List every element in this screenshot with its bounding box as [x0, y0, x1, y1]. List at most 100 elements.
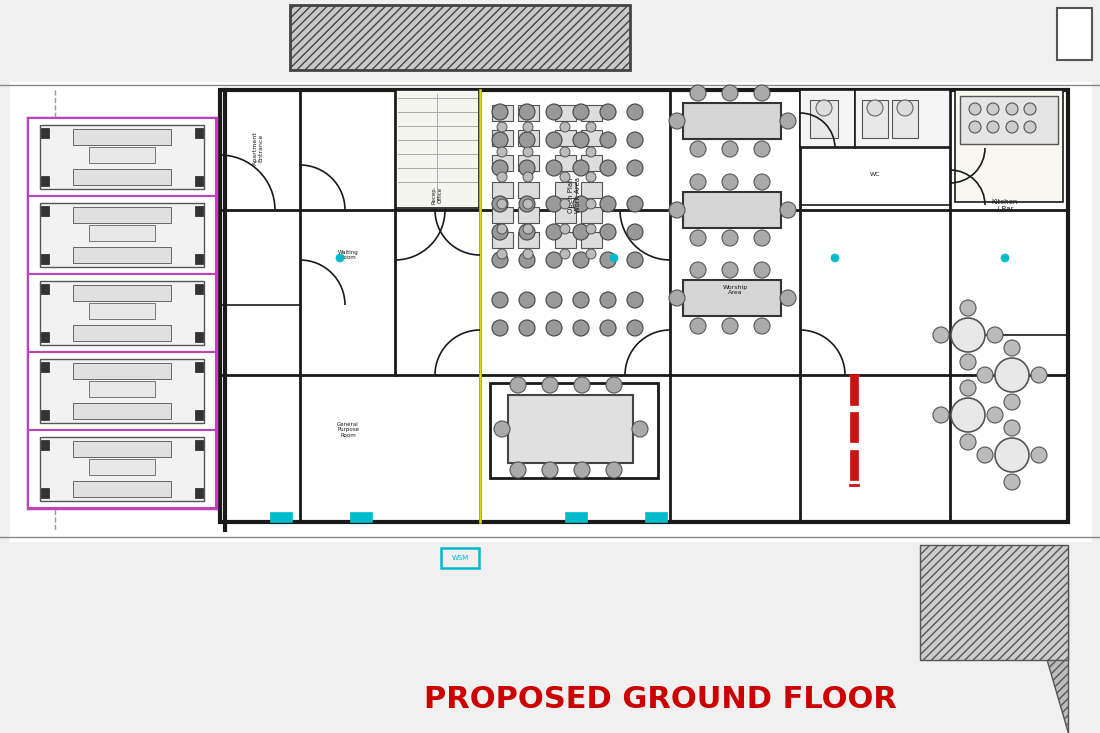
Bar — [810, 100, 838, 138]
Circle shape — [519, 160, 535, 176]
Circle shape — [573, 132, 588, 148]
Circle shape — [573, 160, 588, 176]
Text: WSM: WSM — [451, 555, 469, 561]
Bar — [683, 192, 781, 228]
Bar — [1057, 8, 1092, 60]
Circle shape — [492, 224, 508, 240]
Bar — [556, 105, 576, 121]
Circle shape — [586, 147, 596, 157]
Bar — [73, 129, 172, 145]
Circle shape — [632, 421, 648, 437]
Bar — [28, 118, 216, 196]
Circle shape — [977, 367, 993, 383]
Circle shape — [610, 254, 618, 262]
Circle shape — [492, 132, 508, 148]
Circle shape — [573, 292, 588, 308]
Circle shape — [830, 254, 839, 262]
Circle shape — [560, 147, 570, 157]
Bar — [518, 155, 539, 171]
Bar — [960, 96, 1058, 144]
Polygon shape — [1022, 575, 1068, 733]
Bar — [855, 90, 950, 147]
Circle shape — [560, 122, 570, 132]
Circle shape — [754, 85, 770, 101]
Circle shape — [573, 196, 588, 212]
Circle shape — [690, 230, 706, 246]
Circle shape — [1024, 103, 1036, 115]
Circle shape — [754, 318, 770, 334]
Bar — [40, 203, 204, 267]
Circle shape — [519, 132, 535, 148]
Bar — [556, 182, 576, 198]
Circle shape — [627, 160, 644, 176]
Circle shape — [600, 320, 616, 336]
Circle shape — [600, 224, 616, 240]
Bar — [41, 440, 50, 450]
Circle shape — [494, 421, 510, 437]
Circle shape — [960, 354, 976, 370]
Circle shape — [600, 292, 616, 308]
Circle shape — [1031, 367, 1047, 383]
Bar — [350, 512, 372, 522]
Circle shape — [519, 104, 535, 120]
Bar — [556, 232, 576, 248]
Circle shape — [522, 172, 534, 182]
Circle shape — [492, 196, 508, 212]
Bar — [955, 90, 1063, 202]
Bar — [73, 285, 172, 301]
Bar — [850, 375, 858, 405]
Text: Apartment
Entrance: Apartment Entrance — [253, 131, 263, 165]
Circle shape — [492, 104, 508, 120]
Bar — [441, 548, 478, 568]
Circle shape — [546, 252, 562, 268]
Bar — [518, 130, 539, 146]
Bar — [850, 450, 858, 480]
Circle shape — [560, 249, 570, 259]
Circle shape — [519, 320, 535, 336]
Bar — [492, 105, 513, 121]
Circle shape — [722, 174, 738, 190]
Circle shape — [573, 224, 588, 240]
Circle shape — [627, 320, 644, 336]
Bar — [396, 90, 478, 208]
Bar — [892, 100, 918, 138]
Circle shape — [669, 113, 685, 129]
Bar — [195, 410, 204, 420]
Bar — [645, 512, 667, 522]
Bar — [89, 226, 155, 241]
Circle shape — [519, 196, 535, 212]
Circle shape — [560, 172, 570, 182]
Bar — [28, 430, 216, 508]
Circle shape — [492, 320, 508, 336]
Bar — [89, 303, 155, 320]
Text: Recep.
Office: Recep. Office — [431, 185, 442, 205]
Circle shape — [969, 121, 981, 133]
Circle shape — [497, 122, 507, 132]
Text: PROPOSED GROUND FLOOR: PROPOSED GROUND FLOOR — [424, 685, 896, 715]
Circle shape — [497, 199, 507, 209]
Circle shape — [573, 252, 588, 268]
Circle shape — [977, 447, 993, 463]
Circle shape — [722, 85, 738, 101]
Circle shape — [987, 327, 1003, 343]
Circle shape — [1004, 420, 1020, 436]
Circle shape — [627, 196, 644, 212]
Bar — [41, 410, 50, 420]
Bar — [28, 118, 216, 508]
Circle shape — [960, 300, 976, 316]
Bar — [41, 254, 50, 264]
Bar — [73, 207, 172, 223]
Bar — [73, 481, 172, 497]
Circle shape — [574, 462, 590, 478]
Bar — [40, 125, 204, 189]
Circle shape — [627, 252, 644, 268]
Bar — [556, 207, 576, 223]
Bar — [270, 512, 292, 522]
Bar — [28, 352, 216, 430]
Bar — [40, 437, 204, 501]
Bar — [41, 176, 50, 186]
Bar — [195, 488, 204, 498]
Text: Waiting
Room: Waiting Room — [338, 250, 359, 260]
Circle shape — [546, 160, 562, 176]
Circle shape — [560, 199, 570, 209]
